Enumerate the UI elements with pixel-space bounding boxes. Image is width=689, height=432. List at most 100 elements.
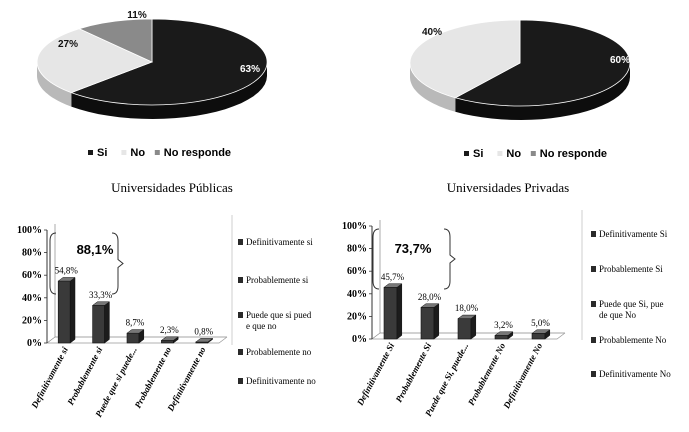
pie-data-label: 60% <box>610 55 630 66</box>
legend-swatch <box>154 150 160 155</box>
bar-chart-1: Universidades Públicas 0% 20% 40% 60% 80% 100%… <box>17 180 316 419</box>
pie-slice-side-1 <box>71 62 267 119</box>
legend-item: Definitivamente No <box>599 369 671 379</box>
bar-top <box>57 277 76 282</box>
bar-side <box>470 314 477 340</box>
pie-slice-side-2 <box>37 62 72 107</box>
legend-swatch <box>591 301 596 307</box>
bar <box>126 332 140 344</box>
pie-slice-side-1 <box>455 63 630 120</box>
bar-data-label: 3,2% <box>494 320 513 330</box>
pie-legend: Si No No responde <box>464 148 607 160</box>
legend-item: Si <box>97 147 107 159</box>
total-annotation: 73,7% <box>395 241 432 256</box>
bar-data-label: 2,3% <box>160 325 179 335</box>
legend-item: Definitivamente si <box>246 237 313 247</box>
pie-slice-no <box>409 19 521 99</box>
y-tick-label: 80% <box>347 244 367 255</box>
bar-top <box>160 336 179 341</box>
chart-title: Universidades Públicas <box>111 180 233 195</box>
legend-item: No responde <box>164 147 231 159</box>
y-tick-label: 60% <box>22 270 42 281</box>
legend-swatch <box>238 277 243 283</box>
bracket-left <box>49 232 57 295</box>
pie-slice-si <box>454 19 631 107</box>
legend-item: No responde <box>540 148 607 160</box>
bar-top <box>420 303 440 308</box>
x-category-label: Definitivamente no <box>165 345 208 414</box>
legend-item-cont: e que no <box>246 321 277 331</box>
legend-swatch <box>121 150 127 155</box>
legend-item-cont: de que No <box>599 310 636 320</box>
pie-slice-no <box>36 28 154 94</box>
pie-chart-1: 63% 27% 11% Si No No responde <box>36 10 268 159</box>
legend-item: Probablemente no <box>246 347 312 357</box>
y-tick-label: 100% <box>342 221 367 232</box>
legend-swatch <box>238 239 243 245</box>
pie-data-label: 63% <box>240 64 260 75</box>
pie-data-label: 11% <box>127 10 147 21</box>
legend-swatch <box>238 349 243 355</box>
pie-data-label: 40% <box>422 27 442 38</box>
bar-legend: Definitivamente Si Probablemente Si Puede … <box>581 210 671 379</box>
legend-swatch <box>591 266 596 272</box>
y-tick-label: 20% <box>347 311 367 322</box>
bar-data-label: 0,8% <box>194 326 213 336</box>
x-category-label: Probablemente Si <box>394 341 434 404</box>
legend-swatch <box>464 151 469 156</box>
bar-side <box>104 301 110 344</box>
pie-legend: Si No No responde <box>88 147 231 159</box>
bracket-left <box>372 228 380 290</box>
bar-side <box>396 283 403 340</box>
bar-top <box>195 338 214 343</box>
legend-item: Puede que si pued <box>246 310 312 320</box>
bar-data-label: 5,0% <box>531 318 550 328</box>
bar-top <box>457 314 477 319</box>
bar <box>457 318 472 340</box>
legend-swatch <box>591 337 596 343</box>
y-tick-label: 20% <box>22 315 42 326</box>
bar-data-label: 54,8% <box>55 266 79 276</box>
bar <box>92 305 105 344</box>
x-category-label: Probablemente No <box>466 341 508 407</box>
x-category-label: Definitivamente si <box>29 345 70 411</box>
legend-item: Si <box>473 148 483 160</box>
bar-data-label: 33,3% <box>89 290 113 300</box>
bar-top <box>91 301 111 306</box>
legend-swatch <box>88 150 93 155</box>
bar-data-label: 45,7% <box>381 272 405 282</box>
legend-item: Probablemente No <box>599 335 667 345</box>
bar-data-label: 18,0% <box>455 303 479 313</box>
y-tick-label: 60% <box>347 266 367 277</box>
y-tick-label: 100% <box>17 225 42 236</box>
legend-item: Definitivamente Si <box>599 229 668 239</box>
y-tick-label: 80% <box>22 248 42 259</box>
legend-swatch <box>591 231 596 237</box>
bar-side <box>69 276 76 344</box>
bar-top <box>494 331 514 336</box>
bar <box>383 287 398 340</box>
x-category-label: Definitivamente Si <box>354 341 396 408</box>
bar <box>420 307 435 340</box>
bar-top <box>126 329 145 334</box>
y-tick-label: 40% <box>347 289 367 300</box>
x-category-label: Puede que Si, puede... <box>423 341 470 418</box>
legend-item: No <box>130 147 145 159</box>
pie-slice-side-2 <box>410 63 456 112</box>
x-category-label: Probablemente no <box>133 345 174 410</box>
legend-swatch <box>238 378 243 384</box>
bar-legend: Definitivamente si Probablemente si Puede … <box>231 215 316 386</box>
total-annotation: 88,1% <box>77 242 114 257</box>
chart-title: Universidades Privadas <box>447 180 569 195</box>
bar-side <box>433 303 440 340</box>
bar <box>57 280 71 344</box>
bar-data-label: 28,0% <box>418 292 442 302</box>
y-tick-label: 0% <box>352 334 367 345</box>
legend-swatch <box>530 151 536 156</box>
legend-item: No <box>506 148 521 160</box>
bar-top <box>383 283 403 288</box>
bar <box>531 333 546 340</box>
legend-swatch <box>497 151 503 156</box>
bar-chart-2: Universidades Privadas 0% 20% 40% 60% 80% 100%… <box>342 180 671 418</box>
bracket-right <box>111 232 124 295</box>
